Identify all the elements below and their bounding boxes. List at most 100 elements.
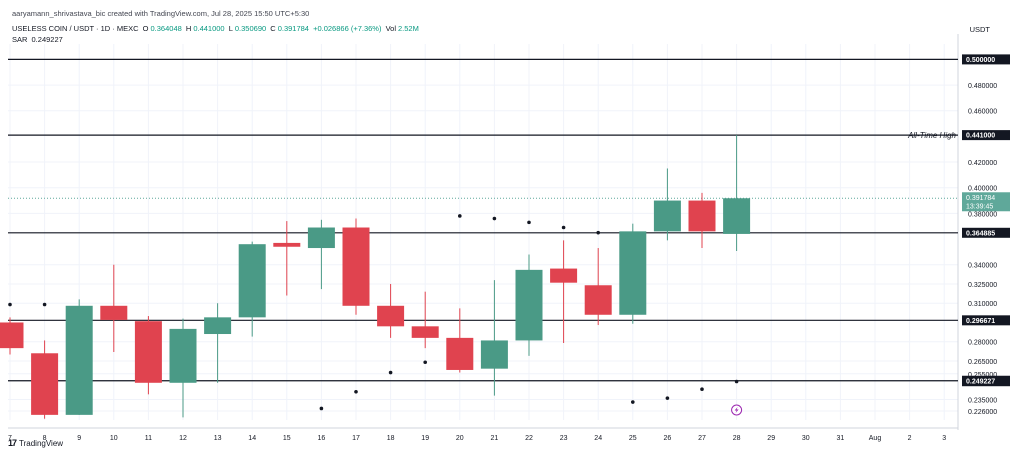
level-price-tag-bg <box>962 315 1010 326</box>
candle-body <box>584 285 612 315</box>
high-label: H <box>185 24 192 33</box>
sar-label[interactable]: SAR <box>12 35 28 44</box>
level-price-tag-bg <box>962 227 1010 238</box>
candle-body <box>169 328 197 383</box>
brand-label: TradingView <box>19 438 64 448</box>
sar-dot <box>700 387 704 392</box>
last-price-tag-bg <box>962 192 1010 212</box>
sar-dot <box>734 379 739 384</box>
sar-dot <box>561 225 566 230</box>
candle-body <box>307 227 335 249</box>
countdown-label: 13:39:45 <box>966 203 993 210</box>
x-tick-label: 30 <box>802 435 810 442</box>
y-tick-label: 0.265000 <box>968 359 997 366</box>
x-tick-label: 25 <box>629 435 637 442</box>
candle-body <box>31 353 59 415</box>
chart-caption: aaryamann_shrivastava_bic created with T… <box>12 9 310 18</box>
x-tick-label: 20 <box>456 435 464 442</box>
sar-value: 0.249227 <box>31 35 63 44</box>
candle-body <box>134 321 162 383</box>
candle-body <box>0 322 24 349</box>
sar-price-tag-bg <box>962 376 1010 387</box>
x-tick-label: 31 <box>837 435 845 442</box>
change-value: +0.026866 (+7.36%) <box>313 24 382 33</box>
sar-dot <box>319 406 324 411</box>
level-price-tag: 0.364885 <box>966 230 995 237</box>
candle-body <box>619 231 647 315</box>
x-tick-label: 29 <box>767 435 775 442</box>
x-tick-label: 13 <box>214 435 222 442</box>
open-label: O <box>142 24 149 33</box>
x-tick-label: 2 <box>908 435 912 442</box>
lightning-icon <box>734 407 739 413</box>
sar-dot <box>42 302 47 307</box>
candle-body <box>377 305 405 327</box>
sar-dot <box>388 370 393 375</box>
candle-body <box>688 200 716 232</box>
sar-dot <box>665 396 670 400</box>
close-value: 0.391784 <box>277 24 309 33</box>
low-label: L <box>228 24 233 33</box>
x-tick-label: 21 <box>491 435 499 442</box>
volume-value: 2.52M <box>398 24 419 33</box>
x-tick-label: 14 <box>248 435 256 442</box>
tradingview-logo-icon: 17 <box>8 438 17 448</box>
x-tick-label: 18 <box>387 435 395 442</box>
candle-body <box>238 244 266 318</box>
sar-dot <box>8 302 12 307</box>
tradingview-brand: 17 TradingView <box>8 438 63 448</box>
y-tick-label: 0.255000 <box>968 372 997 379</box>
y-tick-label: 0.420000 <box>968 160 997 167</box>
y-tick-label: 0.380000 <box>968 211 997 218</box>
low-value: 0.350690 <box>234 24 267 33</box>
candle-body <box>515 269 543 341</box>
y-tick-label: 0.480000 <box>968 83 997 90</box>
x-tick-label: 16 <box>318 435 326 442</box>
candle-body <box>65 305 93 415</box>
sar-dot <box>458 214 462 218</box>
x-tick-label: 22 <box>525 435 533 442</box>
y-tick-label: 0.460000 <box>968 109 997 116</box>
level-annotation: All-Time High <box>907 131 956 140</box>
level-price-tag-bg <box>962 130 1010 141</box>
level-price-tag: 0.500000 <box>966 57 995 64</box>
candle-body <box>100 305 128 320</box>
candle-body <box>342 227 370 306</box>
x-tick-label: 3 <box>942 435 946 442</box>
x-tick-label: 10 <box>110 435 118 442</box>
sar-dot <box>492 216 497 221</box>
candle-body <box>273 242 301 247</box>
x-tick-label: 8 <box>43 435 47 442</box>
y-tick-label: 0.280000 <box>968 340 997 347</box>
currency-label[interactable]: USDT <box>969 25 990 34</box>
sar-price-tag: 0.249227 <box>966 379 995 386</box>
level-price-tag: 0.441000 <box>966 133 995 140</box>
level-price-tag: 0.296671 <box>966 318 995 325</box>
candle-body <box>550 268 578 283</box>
candle-body <box>204 317 232 335</box>
sar-legend: SAR 0.249227 <box>12 35 65 44</box>
y-tick-label: 0.310000 <box>968 301 997 308</box>
x-tick-label: 17 <box>352 435 360 442</box>
candle-body <box>723 198 751 234</box>
symbol-label[interactable]: USELESS COIN / USDT · 1D · MEXC <box>12 24 139 33</box>
candle-body <box>411 326 439 338</box>
candle-body <box>446 337 474 370</box>
x-tick-label: 26 <box>664 435 672 442</box>
sar-dot <box>423 360 428 365</box>
x-tick-label: 15 <box>283 435 291 442</box>
close-label: C <box>270 24 276 33</box>
x-tick-label: Aug <box>869 435 882 442</box>
y-tick-label: 0.400000 <box>968 186 997 193</box>
level-price-tag-bg <box>962 54 1010 65</box>
candle-body <box>653 200 681 232</box>
open-value: 0.364048 <box>150 24 182 33</box>
sar-dot <box>631 400 635 404</box>
x-tick-label: 7 <box>8 435 12 442</box>
x-tick-label: 12 <box>179 435 187 442</box>
x-tick-label: 19 <box>421 435 429 442</box>
last-price-tag: 0.391784 <box>966 195 995 202</box>
sar-dot <box>527 220 531 225</box>
ohlc-legend: USELESS COIN / USDT · 1D · MEXC O 0.36404… <box>12 24 421 33</box>
